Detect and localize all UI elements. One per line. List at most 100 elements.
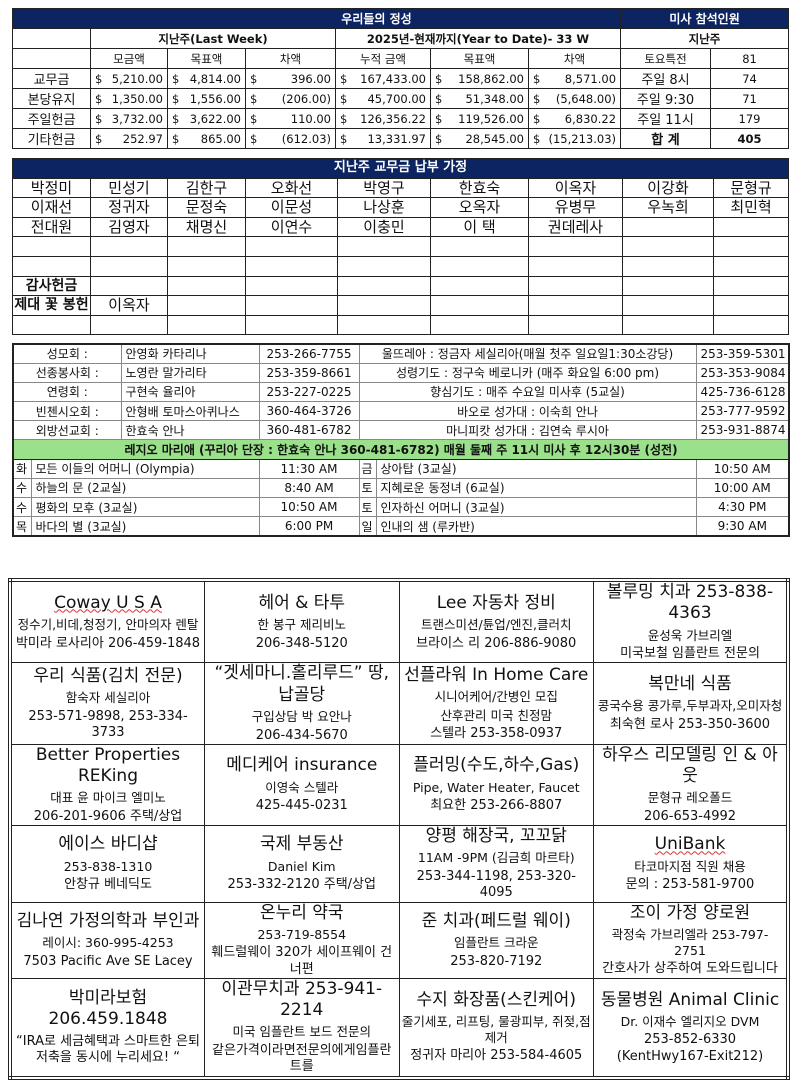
column-header: 누적 금액	[335, 48, 431, 69]
amount-value: 6,830.22	[564, 111, 617, 126]
ad-line: 산후관리 미국 친정맘	[440, 707, 552, 723]
amount-value: 167,433.00	[360, 71, 426, 86]
ad-line: 206-434-5670	[255, 727, 348, 743]
schedule-name: 하늘의 문 (2교실)	[30, 477, 260, 499]
ad-line: 박미라 로사리아 206-459-1848	[15, 635, 201, 651]
ad-title: 메디케어 insurance	[226, 755, 378, 776]
ytd-header: 2025년-현재까지(Year to Date)- 33 W	[334, 28, 622, 49]
ministry-leader: 안형배 토마스아퀴나스	[120, 401, 260, 422]
family-name	[245, 255, 338, 277]
amount-cell: $5,210.00	[90, 68, 168, 89]
family-row	[12, 314, 790, 336]
ministry-info: 바오로 성가대 : 이숙희 안나	[358, 401, 697, 422]
attendance-sub: 지난주	[620, 28, 790, 49]
family-name	[90, 255, 168, 277]
attendance-label: 합 계	[620, 128, 712, 149]
ministry-phone: 253-266-7755	[258, 343, 360, 364]
ministry-phone: 253-931-8874	[695, 420, 790, 441]
offering-label: 본당유지	[12, 88, 91, 109]
amount-cell: $8,571.00	[527, 68, 622, 89]
column-header: 차액	[527, 48, 622, 69]
family-name: 유병무	[528, 197, 623, 218]
amount-cell: $6,830.22	[527, 108, 622, 129]
ministry-leader: 한효숙 안나	[120, 420, 260, 441]
ad-card: 헤어 & 타투 한 봉구 제리비노 206-348-5120	[204, 579, 400, 664]
ad-title: 선플라워 In Home Care	[404, 664, 589, 685]
ad-line: 206-348-5120	[255, 635, 348, 651]
amount-value: (612.03)	[281, 131, 331, 146]
currency-symbol: $	[533, 131, 541, 146]
family-name: 이충민	[337, 216, 431, 238]
currency-symbol: $	[172, 71, 180, 86]
ad-card: 국제 부동산 Daniel Kim 253-332-2120 주택/상업	[204, 825, 400, 903]
family-name	[167, 275, 246, 297]
family-name	[430, 275, 529, 297]
amount-value: 396.00	[290, 71, 331, 86]
currency-symbol: $	[533, 111, 541, 126]
ministry-info: 향심기도 : 매주 수요일 미사후 (5교실)	[358, 381, 697, 403]
family-name: 나상훈	[337, 197, 431, 218]
ad-card: 플러밍(수도,하수,Gas) Pipe, Water Heater, Faucet…	[398, 743, 594, 827]
currency-symbol: $	[250, 91, 258, 106]
ad-line: Daniel Kim	[267, 858, 336, 874]
ad-title: 양평 해장국, 꼬꼬닭	[425, 826, 567, 847]
family-name	[167, 295, 246, 316]
family-name: 채명신	[167, 216, 246, 238]
ad-line: 206-653-4992	[643, 808, 737, 824]
family-name	[528, 236, 623, 257]
family-name	[167, 314, 246, 336]
column-header: 목표액	[167, 48, 246, 69]
currency-symbol: $	[435, 71, 443, 86]
ad-card: 이관무치과 253-941-2214 미국 임플란트 보드 전문의 같은가격이라면전…	[204, 977, 400, 1079]
schedule-time: 9:30 AM	[695, 516, 790, 537]
currency-symbol: $	[250, 111, 258, 126]
amount-value: (206.00)	[281, 91, 331, 106]
family-name	[528, 314, 623, 336]
ad-card: 박미라보험 206.459.1848 “IRA로 세금혜택과 스마트한 은퇴저축을…	[9, 977, 205, 1079]
family-name: 이 택	[430, 216, 529, 238]
family-name	[90, 275, 168, 297]
family-name	[712, 295, 790, 316]
amount-cell: $110.00	[245, 108, 336, 129]
ad-title: 수지 화장품(스킨케어)	[416, 989, 576, 1010]
amount-value: 1,556.00	[189, 91, 241, 106]
family-name	[622, 295, 714, 316]
currency-symbol: $	[95, 131, 103, 146]
family-name	[622, 314, 714, 336]
amount-value: 5,210.00	[111, 71, 163, 86]
ministry-row: 빈첸시오회 : 안형배 토마스아퀴나스 360-464-3726 바오로 성가대 : …	[12, 401, 790, 422]
schedule-day: 목	[12, 516, 32, 537]
ad-line: 윤성욱 가브리엘	[647, 627, 733, 643]
family-name	[430, 255, 529, 277]
ministry-phone: 425-736-6128	[695, 381, 790, 403]
amount-cell: $3,732.00	[90, 108, 168, 129]
ad-title: “겟세마니.홀리루드” 땅, 납골당	[214, 663, 390, 705]
schedule-time: 8:40 AM	[258, 477, 360, 499]
amount-value: (5,648.00)	[555, 91, 617, 106]
ad-row: 박미라보험 206.459.1848 “IRA로 세금혜택과 스마트한 은퇴저축을…	[9, 977, 789, 1079]
ad-card: 준 치과(페드럴 웨이) 임플란트 크라운 253-820-7192	[398, 901, 594, 979]
ad-title: Better Properties REKing	[35, 744, 181, 786]
ad-line: 11AM -9PM (김금희 마르타)	[417, 850, 575, 866]
ad-title: 김나연 가정의학과 부인과	[16, 910, 200, 931]
ad-line: 한 봉구 제리비노	[257, 616, 346, 632]
families-title: 지난주 교무금 납부 가정	[11, 158, 790, 179]
ad-line: 문의 : 253-581-9700	[625, 877, 755, 893]
attendance-count: 405	[710, 128, 790, 149]
ad-line: 최숙현 로사 253-350-3600	[609, 716, 771, 732]
currency-symbol: $	[340, 111, 348, 126]
family-name: 전대원	[12, 216, 91, 238]
ad-line: 트랜스미션/튠업/엔진,클러치	[421, 616, 572, 632]
family-name	[622, 236, 714, 257]
offerings-table: 우리들의 정성 미사 참석인원 지난주(Last Week) 2025년-현재까지(…	[11, 8, 790, 149]
ministry-row: 성모회 : 안영화 카타리나 253-266-7755 울뜨레아 : 정금자 세실리아…	[12, 343, 790, 364]
currency-symbol: $	[250, 131, 258, 146]
family-name	[245, 295, 338, 316]
ad-line: 206-201-9606 주택/상업	[33, 808, 183, 824]
ad-line: 대표 윤 마이크 엘미노	[50, 790, 166, 806]
family-row	[12, 255, 790, 277]
family-name	[245, 314, 338, 336]
ministry-leader: 안영화 카타리나	[120, 343, 260, 364]
family-name	[12, 236, 91, 257]
family-name: 이옥자	[528, 177, 623, 199]
